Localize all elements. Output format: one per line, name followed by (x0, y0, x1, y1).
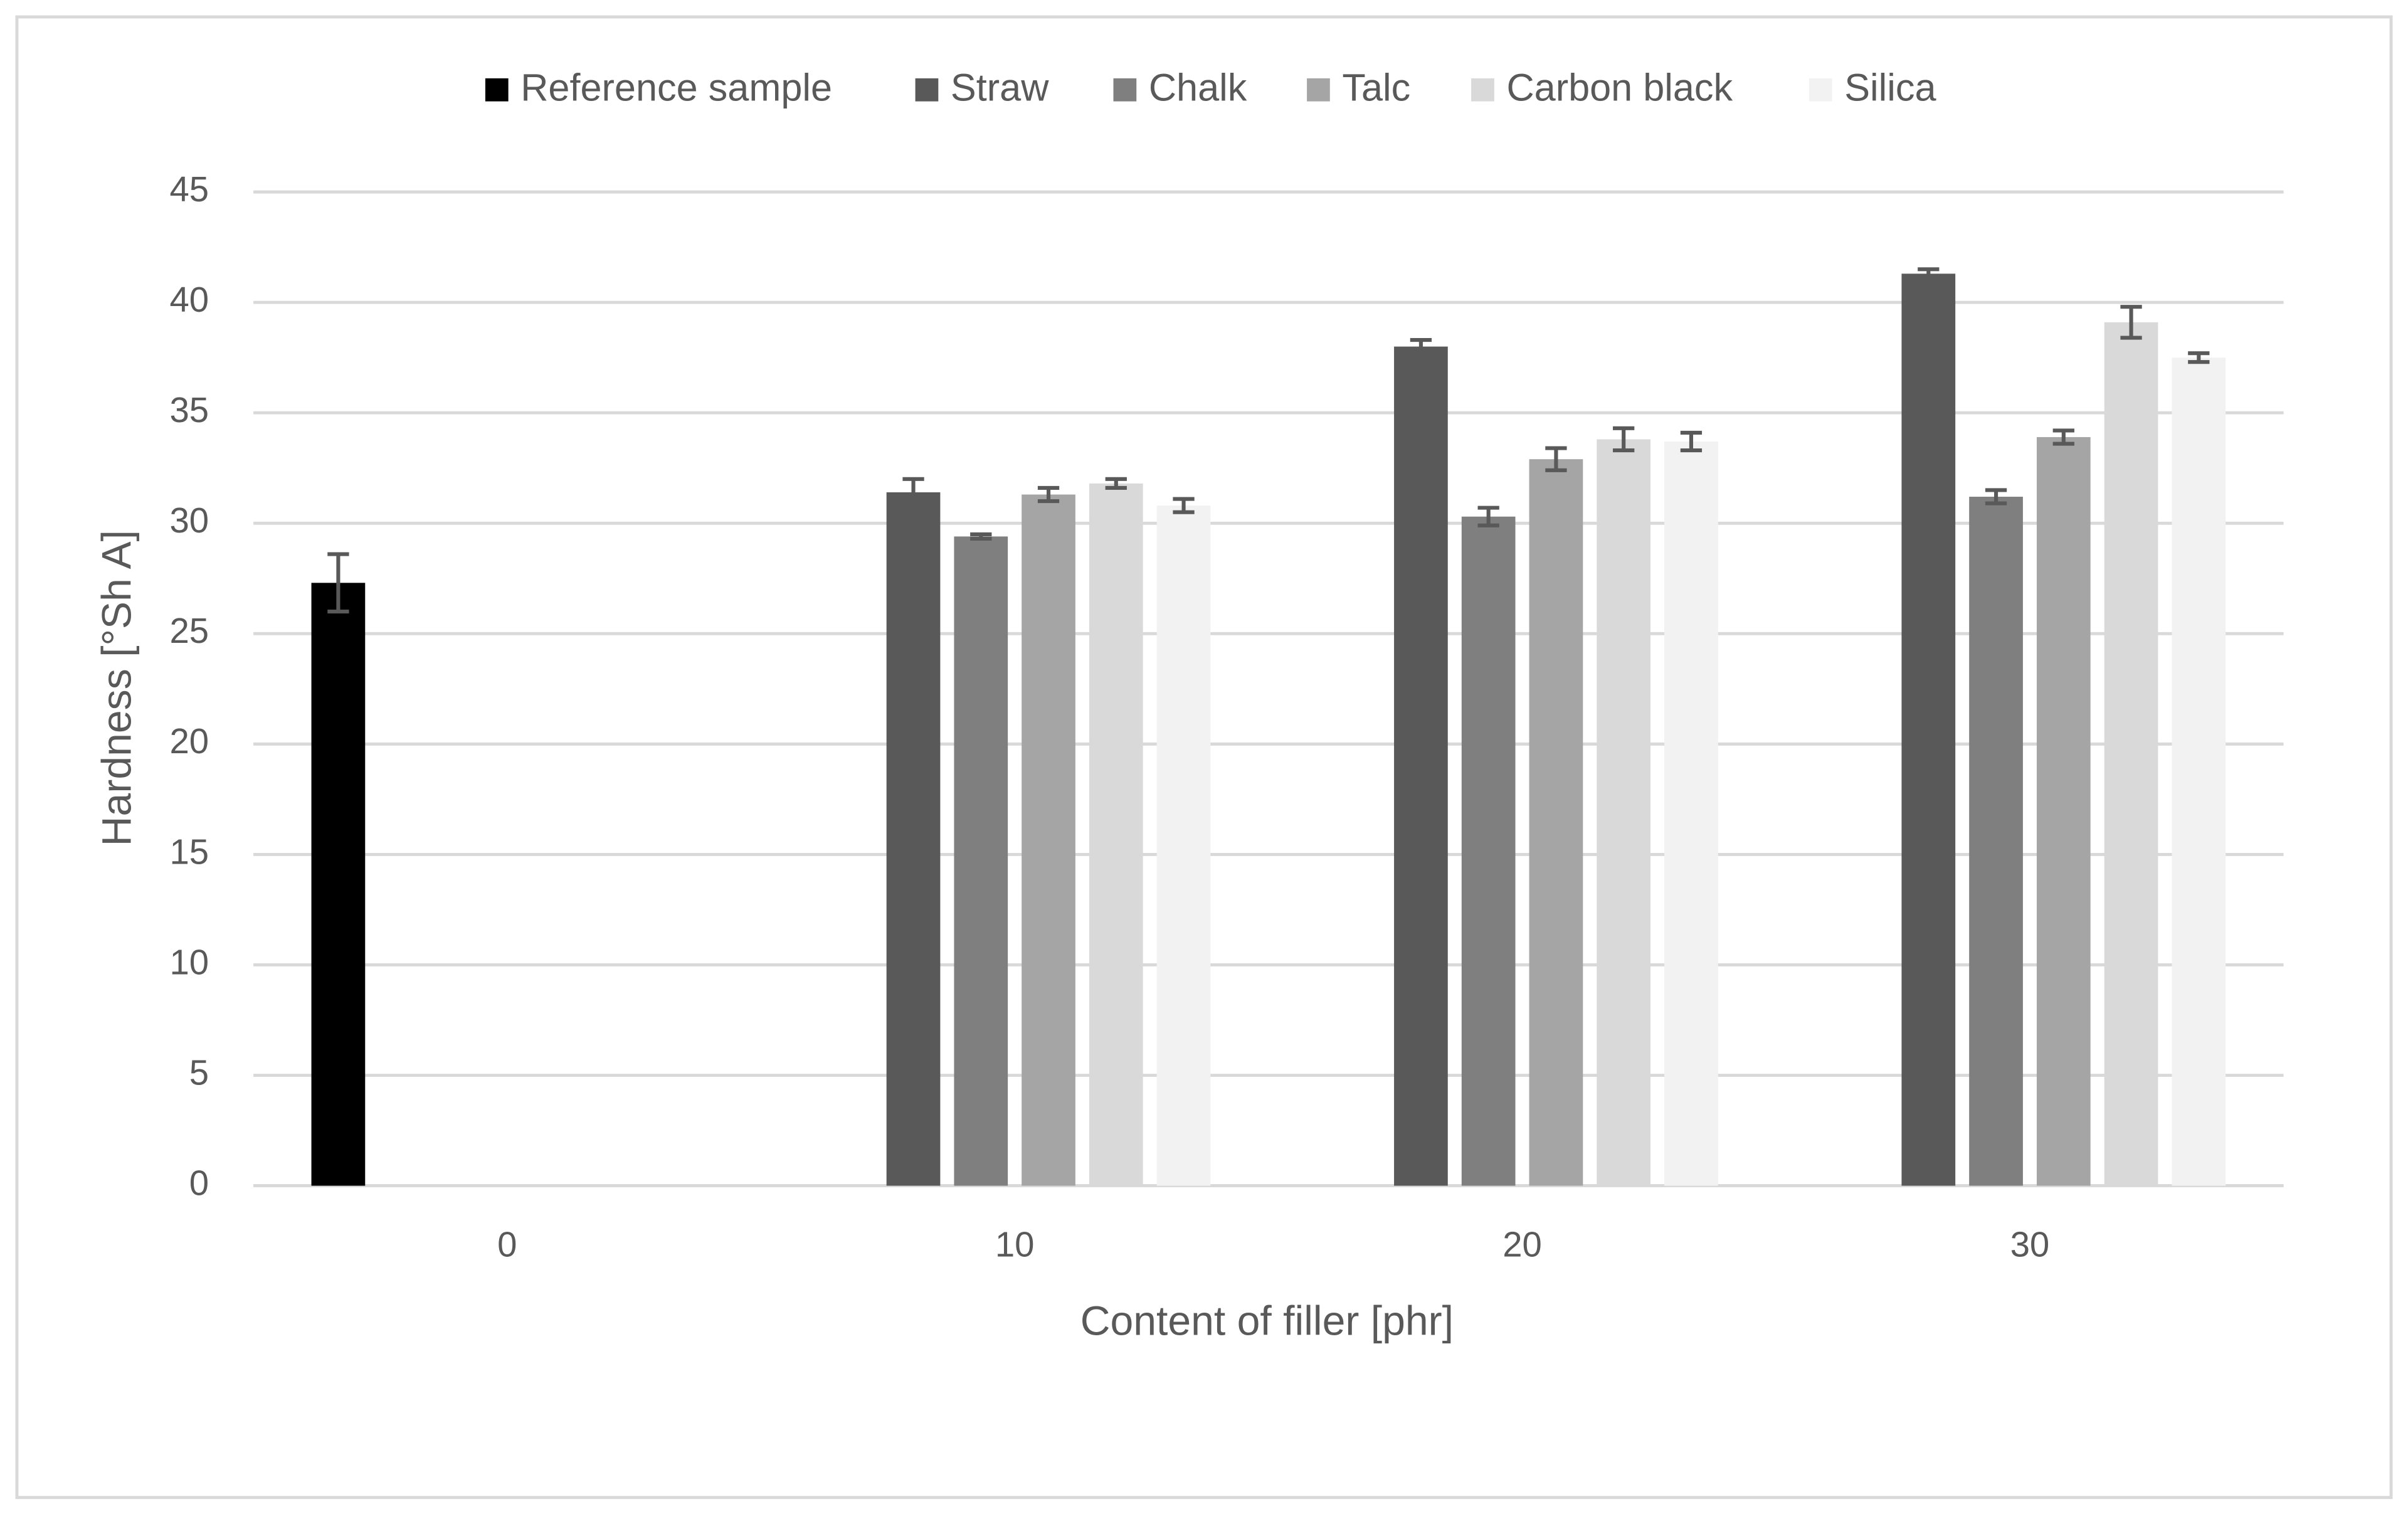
y-tick-label: 20 (169, 721, 209, 761)
y-tick-label: 25 (169, 611, 209, 650)
y-tick-label: 10 (169, 942, 209, 982)
bar (1461, 516, 1516, 1186)
error-bar (902, 477, 924, 508)
x-tick-label: 30 (2010, 1224, 2050, 1264)
error-bar (970, 532, 992, 541)
y-tick-label: 30 (169, 500, 209, 540)
error-bar (1105, 477, 1127, 490)
legend-label: Talc (1342, 66, 1410, 109)
y-tick-label: 35 (169, 390, 209, 430)
bar (1089, 483, 1143, 1186)
x-axis-title: Content of filler [phr] (1080, 1298, 1454, 1344)
legend-label: Reference sample (520, 66, 832, 109)
bar (2104, 322, 2158, 1186)
bar (1529, 459, 1583, 1186)
bar (1969, 497, 2023, 1186)
x-tick-label: 20 (1502, 1224, 1542, 1264)
bar (1664, 441, 1718, 1186)
error-bar (2120, 305, 2142, 340)
bar (1394, 346, 1448, 1186)
y-tick-label: 0 (189, 1163, 209, 1202)
error-bar (2188, 351, 2210, 364)
bar (954, 536, 1008, 1186)
x-tick-label: 10 (995, 1224, 1035, 1264)
legend-swatch (1113, 78, 1137, 102)
y-tick-label: 5 (189, 1052, 209, 1092)
y-tick-label: 40 (169, 280, 209, 319)
error-bar (1037, 485, 1060, 504)
bar (311, 583, 366, 1186)
chart-border (15, 15, 2393, 1500)
legend-label: Carbon black (1506, 66, 1733, 109)
legend-swatch (1307, 78, 1330, 102)
legend-label: Straw (951, 66, 1049, 109)
legend-label: Silica (1844, 66, 1936, 109)
bar (1156, 505, 1211, 1186)
error-bar (1985, 488, 2007, 505)
legend-label: Chalk (1149, 66, 1247, 109)
error-bar (1918, 267, 1940, 280)
error-bar (2052, 428, 2074, 446)
error-bar (1613, 426, 1635, 453)
error-bar (1680, 430, 1703, 453)
bar (1597, 439, 1651, 1186)
error-bar (1545, 446, 1567, 472)
legend-swatch (915, 78, 939, 102)
bar (886, 492, 941, 1186)
error-bar (327, 552, 349, 614)
bar (1901, 273, 1956, 1186)
error-bar (1173, 497, 1195, 514)
legend-swatch (1471, 78, 1494, 102)
x-tick-label: 0 (497, 1224, 517, 1264)
legend-swatch (1809, 78, 1832, 102)
error-bar (1477, 505, 1499, 527)
error-bar (1410, 337, 1432, 356)
bar (1022, 494, 1075, 1186)
y-axis-title: Hardness [°Sh A] (94, 530, 140, 846)
bar (2036, 437, 2091, 1186)
y-tick-label: 15 (169, 832, 209, 871)
legend-swatch (485, 78, 509, 102)
bar (2172, 357, 2226, 1186)
y-tick-label: 45 (169, 169, 209, 209)
